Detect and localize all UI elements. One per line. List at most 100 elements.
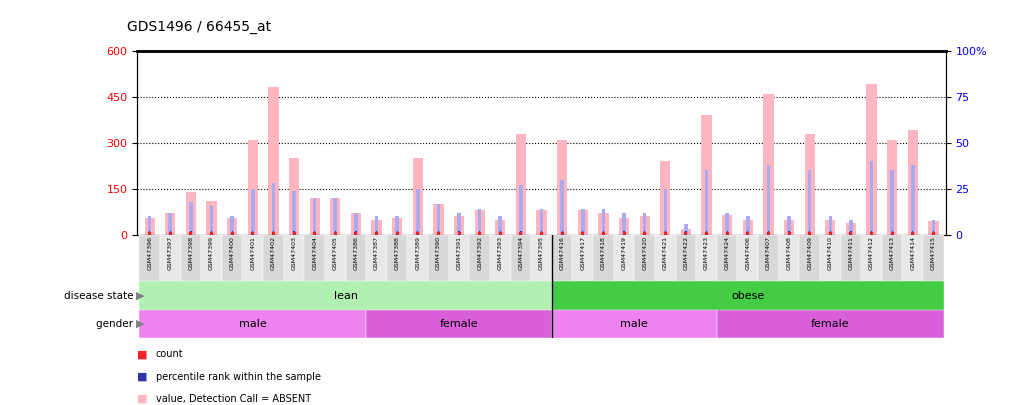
Bar: [210, 205, 214, 235]
Bar: [685, 231, 686, 232]
Bar: [582, 232, 585, 235]
Bar: [861, 235, 882, 281]
Bar: [850, 231, 851, 232]
Bar: [366, 235, 386, 281]
Bar: [272, 183, 276, 235]
Bar: [139, 281, 552, 310]
Bar: [314, 231, 315, 232]
Bar: [891, 232, 894, 235]
Bar: [932, 232, 935, 235]
Bar: [810, 231, 811, 232]
Bar: [825, 220, 835, 235]
Bar: [866, 84, 877, 235]
Bar: [294, 231, 295, 232]
Bar: [408, 235, 428, 281]
Bar: [726, 232, 729, 235]
Bar: [622, 232, 625, 235]
Bar: [664, 232, 667, 235]
Text: GSM47398: GSM47398: [188, 236, 193, 270]
Bar: [758, 235, 779, 281]
Bar: [313, 232, 316, 235]
Bar: [437, 231, 439, 232]
Bar: [552, 310, 717, 338]
Bar: [573, 235, 593, 281]
Bar: [541, 231, 542, 232]
Bar: [366, 310, 552, 338]
Text: GSM47401: GSM47401: [250, 236, 255, 270]
Bar: [313, 198, 316, 235]
Text: GSM47419: GSM47419: [621, 236, 626, 270]
Text: ▶: ▶: [136, 291, 144, 301]
Bar: [870, 232, 874, 235]
Bar: [849, 232, 852, 235]
Bar: [717, 235, 737, 281]
Bar: [210, 232, 214, 235]
Bar: [746, 232, 750, 235]
Text: ■: ■: [137, 350, 147, 359]
Bar: [578, 210, 588, 235]
Text: GSM47424: GSM47424: [725, 236, 729, 271]
Bar: [289, 158, 299, 235]
Bar: [722, 215, 732, 235]
Bar: [374, 216, 378, 235]
Text: obese: obese: [731, 291, 765, 301]
Text: ▶: ▶: [136, 319, 144, 329]
Bar: [705, 232, 708, 235]
Text: GSM47415: GSM47415: [931, 236, 936, 270]
Bar: [292, 191, 296, 235]
Text: GSM47394: GSM47394: [519, 236, 524, 271]
Bar: [787, 232, 790, 235]
Bar: [560, 180, 564, 235]
Bar: [396, 216, 399, 235]
Bar: [598, 213, 608, 235]
Bar: [660, 161, 670, 235]
Bar: [458, 213, 461, 235]
Bar: [520, 232, 523, 235]
Bar: [747, 231, 749, 232]
Bar: [536, 210, 547, 235]
Bar: [459, 231, 460, 232]
Bar: [251, 232, 254, 235]
Bar: [248, 140, 258, 235]
Bar: [436, 204, 440, 235]
Bar: [764, 94, 774, 235]
Text: GSM47408: GSM47408: [786, 236, 791, 270]
Bar: [702, 115, 712, 235]
Text: GSM47392: GSM47392: [477, 236, 482, 271]
Bar: [144, 218, 155, 235]
Bar: [498, 216, 502, 235]
Bar: [242, 235, 263, 281]
Bar: [622, 213, 625, 235]
Bar: [804, 134, 815, 235]
Bar: [560, 232, 563, 235]
Bar: [252, 231, 253, 232]
Text: GSM47417: GSM47417: [581, 236, 586, 270]
Bar: [293, 232, 296, 235]
Text: GSM47414: GSM47414: [910, 236, 915, 270]
Bar: [540, 209, 543, 235]
Bar: [737, 235, 758, 281]
Bar: [331, 198, 341, 235]
Bar: [779, 235, 799, 281]
Bar: [784, 220, 794, 235]
Bar: [923, 235, 944, 281]
Bar: [475, 210, 485, 235]
Text: GSM47418: GSM47418: [601, 236, 606, 270]
Text: female: female: [811, 319, 849, 329]
Bar: [169, 232, 172, 235]
Bar: [829, 216, 832, 235]
Text: gender: gender: [96, 319, 136, 329]
Bar: [392, 218, 403, 235]
Bar: [561, 231, 562, 232]
Bar: [665, 231, 666, 232]
Bar: [521, 231, 522, 232]
Bar: [841, 235, 861, 281]
Bar: [227, 218, 237, 235]
Text: GSM47387: GSM47387: [374, 236, 379, 270]
Bar: [495, 220, 505, 235]
Bar: [304, 235, 325, 281]
Bar: [170, 231, 171, 232]
Bar: [232, 231, 233, 232]
Bar: [139, 310, 366, 338]
Text: GSM47386: GSM47386: [354, 236, 358, 270]
